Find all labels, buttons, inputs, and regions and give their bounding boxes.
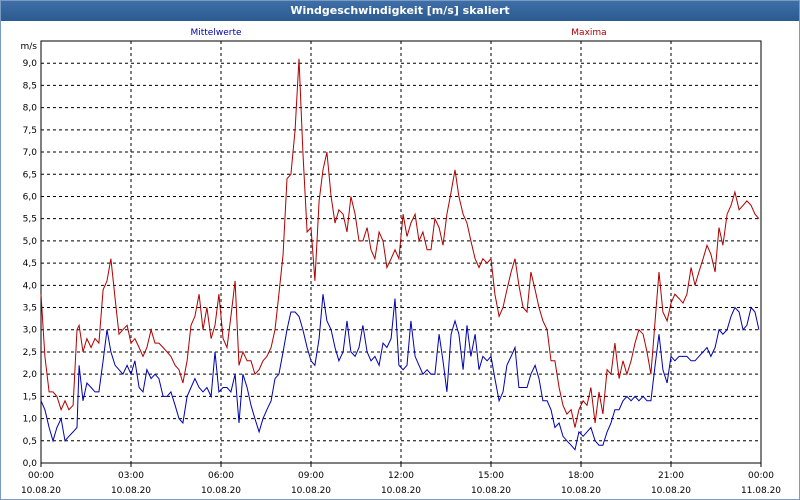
- y-tick-label: 6,5: [23, 170, 37, 180]
- x-tick-time-label: 09:00: [298, 471, 324, 481]
- y-tick-label: 8,0: [23, 104, 38, 114]
- window-title: Windgeschwindigkeit [m/s] skaliert: [1, 1, 799, 21]
- x-tick-date-label: 10.08.20: [291, 486, 331, 496]
- y-tick-label: 5,0: [23, 237, 38, 247]
- x-tick-time-label: 00:00: [748, 471, 774, 481]
- series-line-mittelwerte: [40, 294, 760, 451]
- y-tick-label: 9,0: [23, 59, 38, 69]
- x-tick-date-label: 10.08.20: [651, 486, 691, 496]
- y-tick-label: 0,0: [23, 459, 38, 469]
- legend-mittelwerte: Mittelwerte: [190, 28, 241, 38]
- y-tick-label: 3,0: [23, 326, 38, 336]
- y-tick-label: 2,5: [23, 348, 37, 358]
- legend-maxima: Maxima: [571, 28, 606, 38]
- x-tick-date-label: 10.08.20: [471, 486, 511, 496]
- x-tick-date-label: 10.08.20: [111, 486, 151, 496]
- y-tick-label: 1,0: [23, 415, 38, 425]
- y-tick-label: 6,0: [23, 192, 38, 202]
- x-tick-date-label: 10.08.20: [201, 486, 241, 496]
- y-tick-label: 2,0: [23, 370, 38, 380]
- y-tick-label: 7,0: [23, 148, 38, 158]
- y-tick-label: 7,5: [23, 126, 37, 136]
- y-tick-label: 1,5: [23, 392, 37, 402]
- y-tick-label: 4,5: [23, 259, 37, 269]
- y-tick-label: 8,5: [23, 81, 37, 91]
- x-tick-date-label: 10.08.20: [561, 486, 601, 496]
- y-tick-label: 3,5: [23, 304, 37, 314]
- x-tick-time-label: 21:00: [658, 471, 684, 481]
- y-axis-unit-label: m/s: [21, 42, 38, 52]
- x-tick-date-label: 10.08.20: [381, 486, 421, 496]
- x-tick-time-label: 00:00: [28, 471, 54, 481]
- series-line-maxima: [40, 58, 760, 428]
- x-tick-time-label: 06:00: [208, 471, 234, 481]
- x-tick-date-label: 10.08.20: [21, 486, 61, 496]
- x-tick-time-label: 12:00: [388, 471, 414, 481]
- y-tick-label: 5,5: [23, 215, 37, 225]
- x-tick-time-label: 03:00: [118, 471, 144, 481]
- plot-border: [40, 40, 762, 464]
- x-tick-date-label: 11.08.20: [741, 486, 781, 496]
- x-tick-time-label: 18:00: [568, 471, 594, 481]
- y-tick-label: 4,0: [23, 281, 38, 291]
- y-tick-label: 0,5: [23, 437, 37, 447]
- x-tick-time-label: 15:00: [478, 471, 504, 481]
